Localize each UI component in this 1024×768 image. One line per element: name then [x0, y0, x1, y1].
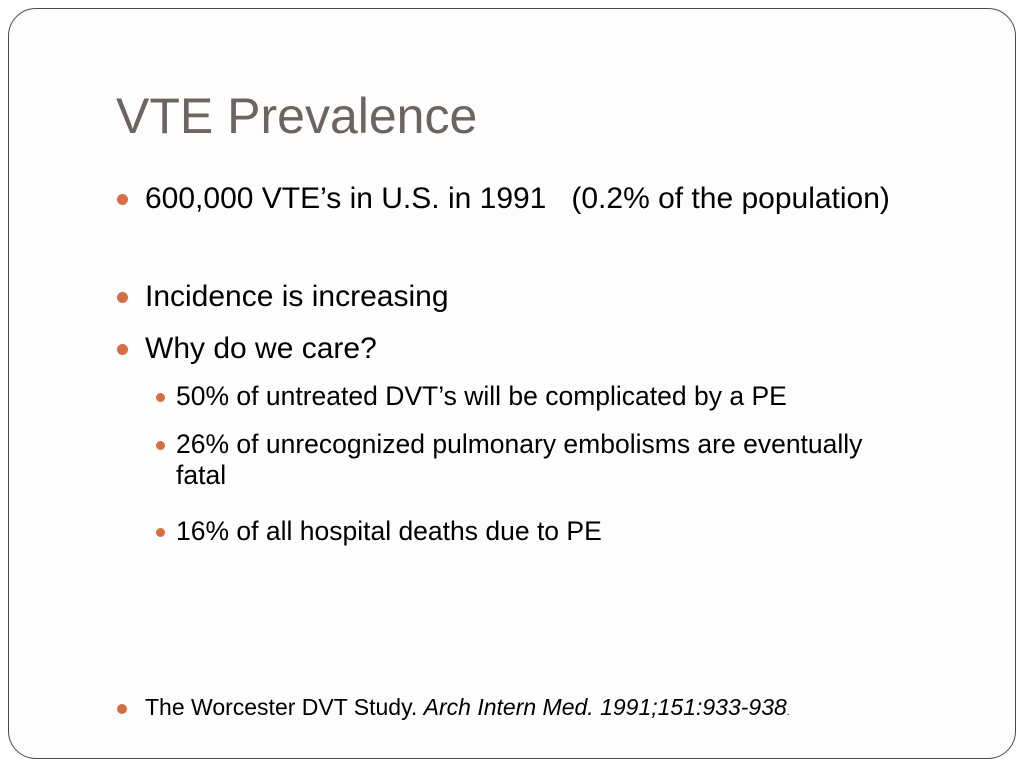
- bullet-dot-icon: [156, 393, 165, 402]
- bullet-dot-icon: [156, 528, 165, 537]
- bullet-dot-icon: [117, 194, 128, 205]
- sub-bullet-untreated-dvt: 50% of untreated DVT’s will be complicat…: [156, 381, 976, 412]
- reference-lead: The Worcester DVT Study.: [145, 694, 424, 720]
- bullet-dot-icon: [117, 292, 128, 303]
- bullet-text: Why do we care?: [145, 332, 377, 365]
- bullet-incidence: Incidence is increasing: [117, 279, 905, 314]
- sub-bullet-text: 16% of all hospital deaths due to PE: [176, 516, 602, 546]
- reference-tail: .: [786, 707, 790, 718]
- slide-title: VTE Prevalence: [116, 88, 478, 144]
- bullet-vte-count: 600,000 VTE’s in U.S. in 1991 (0.2% of t…: [117, 181, 905, 216]
- bullet-text: 600,000 VTE’s in U.S. in 1991 (0.2% of t…: [145, 182, 890, 215]
- bullet-why-care: Why do we care?: [117, 331, 905, 366]
- bullet-dot-icon: [117, 344, 128, 355]
- sub-bullet-text: 50% of untreated DVT’s will be complicat…: [176, 381, 787, 411]
- bullet-dot-icon: [156, 441, 165, 450]
- sub-bullet-hospital-deaths: 16% of all hospital deaths due to PE: [156, 516, 916, 547]
- reference-journal: Arch Intern Med. 1991;151:933-938: [423, 694, 787, 720]
- slide: VTE Prevalence 600,000 VTE’s in U.S. in …: [8, 8, 1016, 759]
- bullet-dot-icon: [117, 704, 127, 714]
- reference-citation: The Worcester DVT Study. Arch Intern Med…: [117, 694, 790, 721]
- sub-bullet-text: 26% of unrecognized pulmonary embolisms …: [176, 429, 863, 491]
- bullet-text: Incidence is increasing: [145, 280, 449, 313]
- sub-bullet-unrecognized-pe: 26% of unrecognized pulmonary embolisms …: [156, 429, 916, 492]
